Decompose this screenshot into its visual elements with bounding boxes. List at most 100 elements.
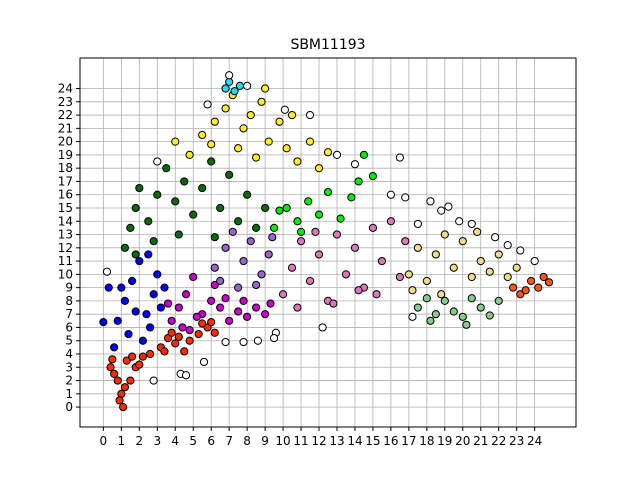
- data-point: [189, 272, 198, 282]
- y-tick-label: 3: [65, 360, 73, 374]
- data-point: [180, 177, 189, 186]
- data-point: [386, 190, 395, 199]
- data-point: [354, 177, 363, 186]
- data-point: [516, 290, 525, 299]
- x-tick-label: 3: [153, 434, 161, 448]
- data-point: [521, 286, 530, 295]
- x-tick-label: 21: [473, 434, 488, 448]
- data-point: [234, 307, 243, 316]
- data-point: [102, 267, 112, 276]
- data-point: [234, 283, 243, 292]
- data-point: [131, 203, 140, 213]
- data-point: [108, 355, 117, 364]
- y-tick-label: 8: [65, 294, 73, 308]
- data-point: [252, 153, 261, 162]
- data-point: [210, 117, 219, 126]
- cluster-0: [106, 349, 155, 412]
- x-tick-label: 12: [311, 434, 326, 448]
- data-point: [350, 243, 360, 252]
- data-point: [185, 150, 194, 159]
- data-point: [113, 316, 122, 325]
- data-point: [526, 276, 536, 286]
- data-point: [305, 276, 315, 286]
- y-tick-label: 0: [65, 400, 73, 414]
- data-point: [494, 296, 503, 306]
- data-point: [243, 312, 252, 321]
- data-point: [372, 290, 381, 299]
- x-tick-label: 19: [437, 434, 452, 448]
- y-tick-label: 17: [58, 174, 73, 188]
- data-point: [153, 157, 162, 166]
- data-point: [332, 230, 342, 239]
- data-point: [431, 310, 440, 319]
- data-point: [314, 250, 324, 259]
- y-tick-label: 23: [58, 95, 73, 109]
- data-point: [318, 323, 327, 332]
- y-tick-label: 5: [65, 334, 73, 348]
- cluster-11: [120, 157, 270, 259]
- y-tick-label: 1: [65, 387, 73, 401]
- data-point: [239, 296, 248, 306]
- data-point: [153, 270, 162, 279]
- data-point: [128, 276, 137, 286]
- data-point: [234, 144, 243, 153]
- data-point: [126, 223, 135, 232]
- data-point: [243, 190, 252, 199]
- data-point: [485, 267, 494, 276]
- data-point: [199, 357, 209, 367]
- y-tick-label: 2: [65, 374, 73, 388]
- data-point: [221, 294, 230, 303]
- data-point: [401, 237, 410, 246]
- data-point: [142, 310, 151, 319]
- data-point: [431, 250, 440, 259]
- data-point: [210, 328, 219, 337]
- data-point: [422, 294, 431, 303]
- data-point: [243, 81, 252, 90]
- x-tick-label: 7: [225, 434, 233, 448]
- data-point: [210, 233, 219, 242]
- data-point: [171, 339, 180, 348]
- data-point: [440, 296, 449, 306]
- data-point: [135, 183, 144, 193]
- x-tick-label: 9: [261, 434, 269, 448]
- data-point: [171, 137, 180, 146]
- y-tick-label: 15: [58, 201, 73, 215]
- plot-area-frame: [79, 57, 577, 428]
- data-point: [144, 217, 153, 226]
- data-point: [228, 227, 237, 236]
- data-point: [341, 270, 351, 279]
- data-point: [395, 272, 404, 282]
- y-tick-label: 12: [58, 241, 73, 255]
- data-point: [128, 352, 137, 361]
- data-point: [138, 352, 147, 361]
- data-point: [476, 256, 485, 266]
- data-points: [99, 71, 554, 412]
- y-tick-label: 13: [58, 228, 73, 242]
- data-point: [304, 197, 313, 206]
- data-point: [246, 110, 255, 120]
- data-point: [494, 250, 503, 259]
- data-point: [203, 100, 212, 109]
- data-point: [305, 137, 315, 146]
- data-point: [119, 402, 128, 412]
- data-point: [156, 303, 165, 312]
- data-point: [246, 237, 255, 246]
- x-tick-label: 10: [275, 434, 290, 448]
- x-tick-label: 13: [329, 434, 344, 448]
- data-point: [181, 290, 191, 299]
- data-point: [167, 316, 176, 325]
- data-point: [287, 110, 297, 120]
- data-point: [278, 290, 288, 299]
- data-point: [413, 243, 422, 252]
- data-point: [257, 270, 266, 279]
- cluster-1: [156, 328, 194, 356]
- data-point: [269, 223, 279, 232]
- x-tick-label: 23: [509, 434, 524, 448]
- data-point: [332, 150, 342, 159]
- data-point: [264, 250, 273, 259]
- x-tick-label: 4: [171, 434, 179, 448]
- data-point: [230, 87, 239, 96]
- data-point: [181, 371, 191, 380]
- x-tick-label: 2: [135, 434, 143, 448]
- data-point: [395, 153, 404, 162]
